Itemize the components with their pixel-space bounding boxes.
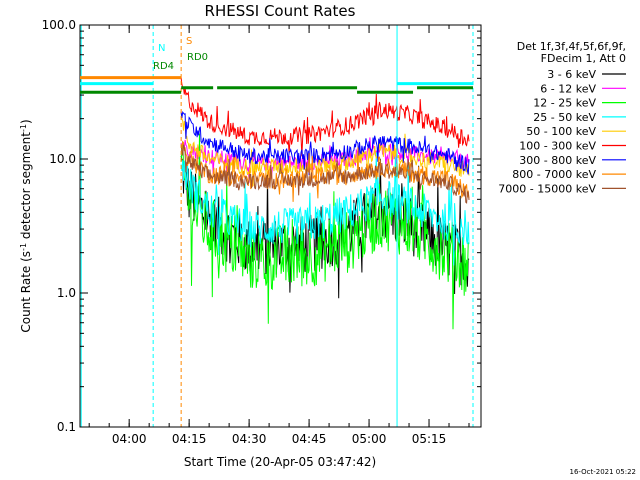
legend: Det 1f,3f,4f,5f,6f,9f,FDecim 1, Att 0 3 -…: [498, 40, 626, 195]
flag-label-rd4: RD4: [153, 61, 174, 72]
legend-label-5: 100 - 300 keV: [519, 140, 596, 153]
legend-label-7: 800 - 7000 keV: [512, 168, 596, 181]
legend-label-0: 3 - 6 keV: [547, 68, 596, 81]
legend-header-0: Det 1f,3f,4f,5f,6f,9f,: [517, 40, 626, 53]
legend-label-2: 12 - 25 keV: [533, 97, 596, 110]
series-line-5: [180, 77, 470, 157]
x-tick-label-5: 05:15: [412, 432, 447, 446]
x-tick-label-3: 04:45: [292, 432, 327, 446]
x-axis-label: Start Time (20-Apr-05 03:47:42): [184, 455, 376, 469]
series-line-3: [180, 152, 470, 266]
y-axis-label: Count Rate (s-1 detector segment-1): [19, 119, 33, 332]
y-tick-label-2: 10.0: [49, 152, 76, 166]
legend-label-3: 25 - 50 keV: [533, 111, 596, 124]
x-tick-label-0: 04:00: [112, 432, 147, 446]
plot-frame: [79, 24, 482, 428]
series-line-2: [180, 133, 470, 330]
footer-date: 16-Oct-2021 05:22: [570, 468, 636, 476]
chart-title: RHESSI Count Rates: [205, 2, 356, 20]
x-tick-label-2: 04:30: [232, 432, 267, 446]
flag-label-s: S: [186, 36, 192, 47]
flag-bars: S N RD0 RD4: [80, 36, 474, 94]
legend-label-8: 7000 - 15000 keV: [498, 182, 596, 195]
y-tick-label-1: 1.0: [57, 286, 76, 300]
flag-label-n: N: [158, 43, 165, 54]
y-tick-label-0: 0.1: [57, 420, 76, 434]
y-tick-label-3: 100.0: [42, 18, 76, 32]
legend-label-1: 6 - 12 keV: [540, 82, 596, 95]
legend-label-6: 300 - 800 keV: [519, 154, 596, 167]
legend-header-1: FDecim 1, Att 0: [541, 52, 626, 65]
legend-label-4: 50 - 100 keV: [526, 125, 596, 138]
x-tick-label-4: 05:00: [352, 432, 387, 446]
x-tick-label-1: 04:15: [172, 432, 207, 446]
series-line-6: [180, 110, 470, 176]
series-line-8: [180, 144, 470, 204]
flag-label-rd0: RD0: [187, 52, 208, 63]
